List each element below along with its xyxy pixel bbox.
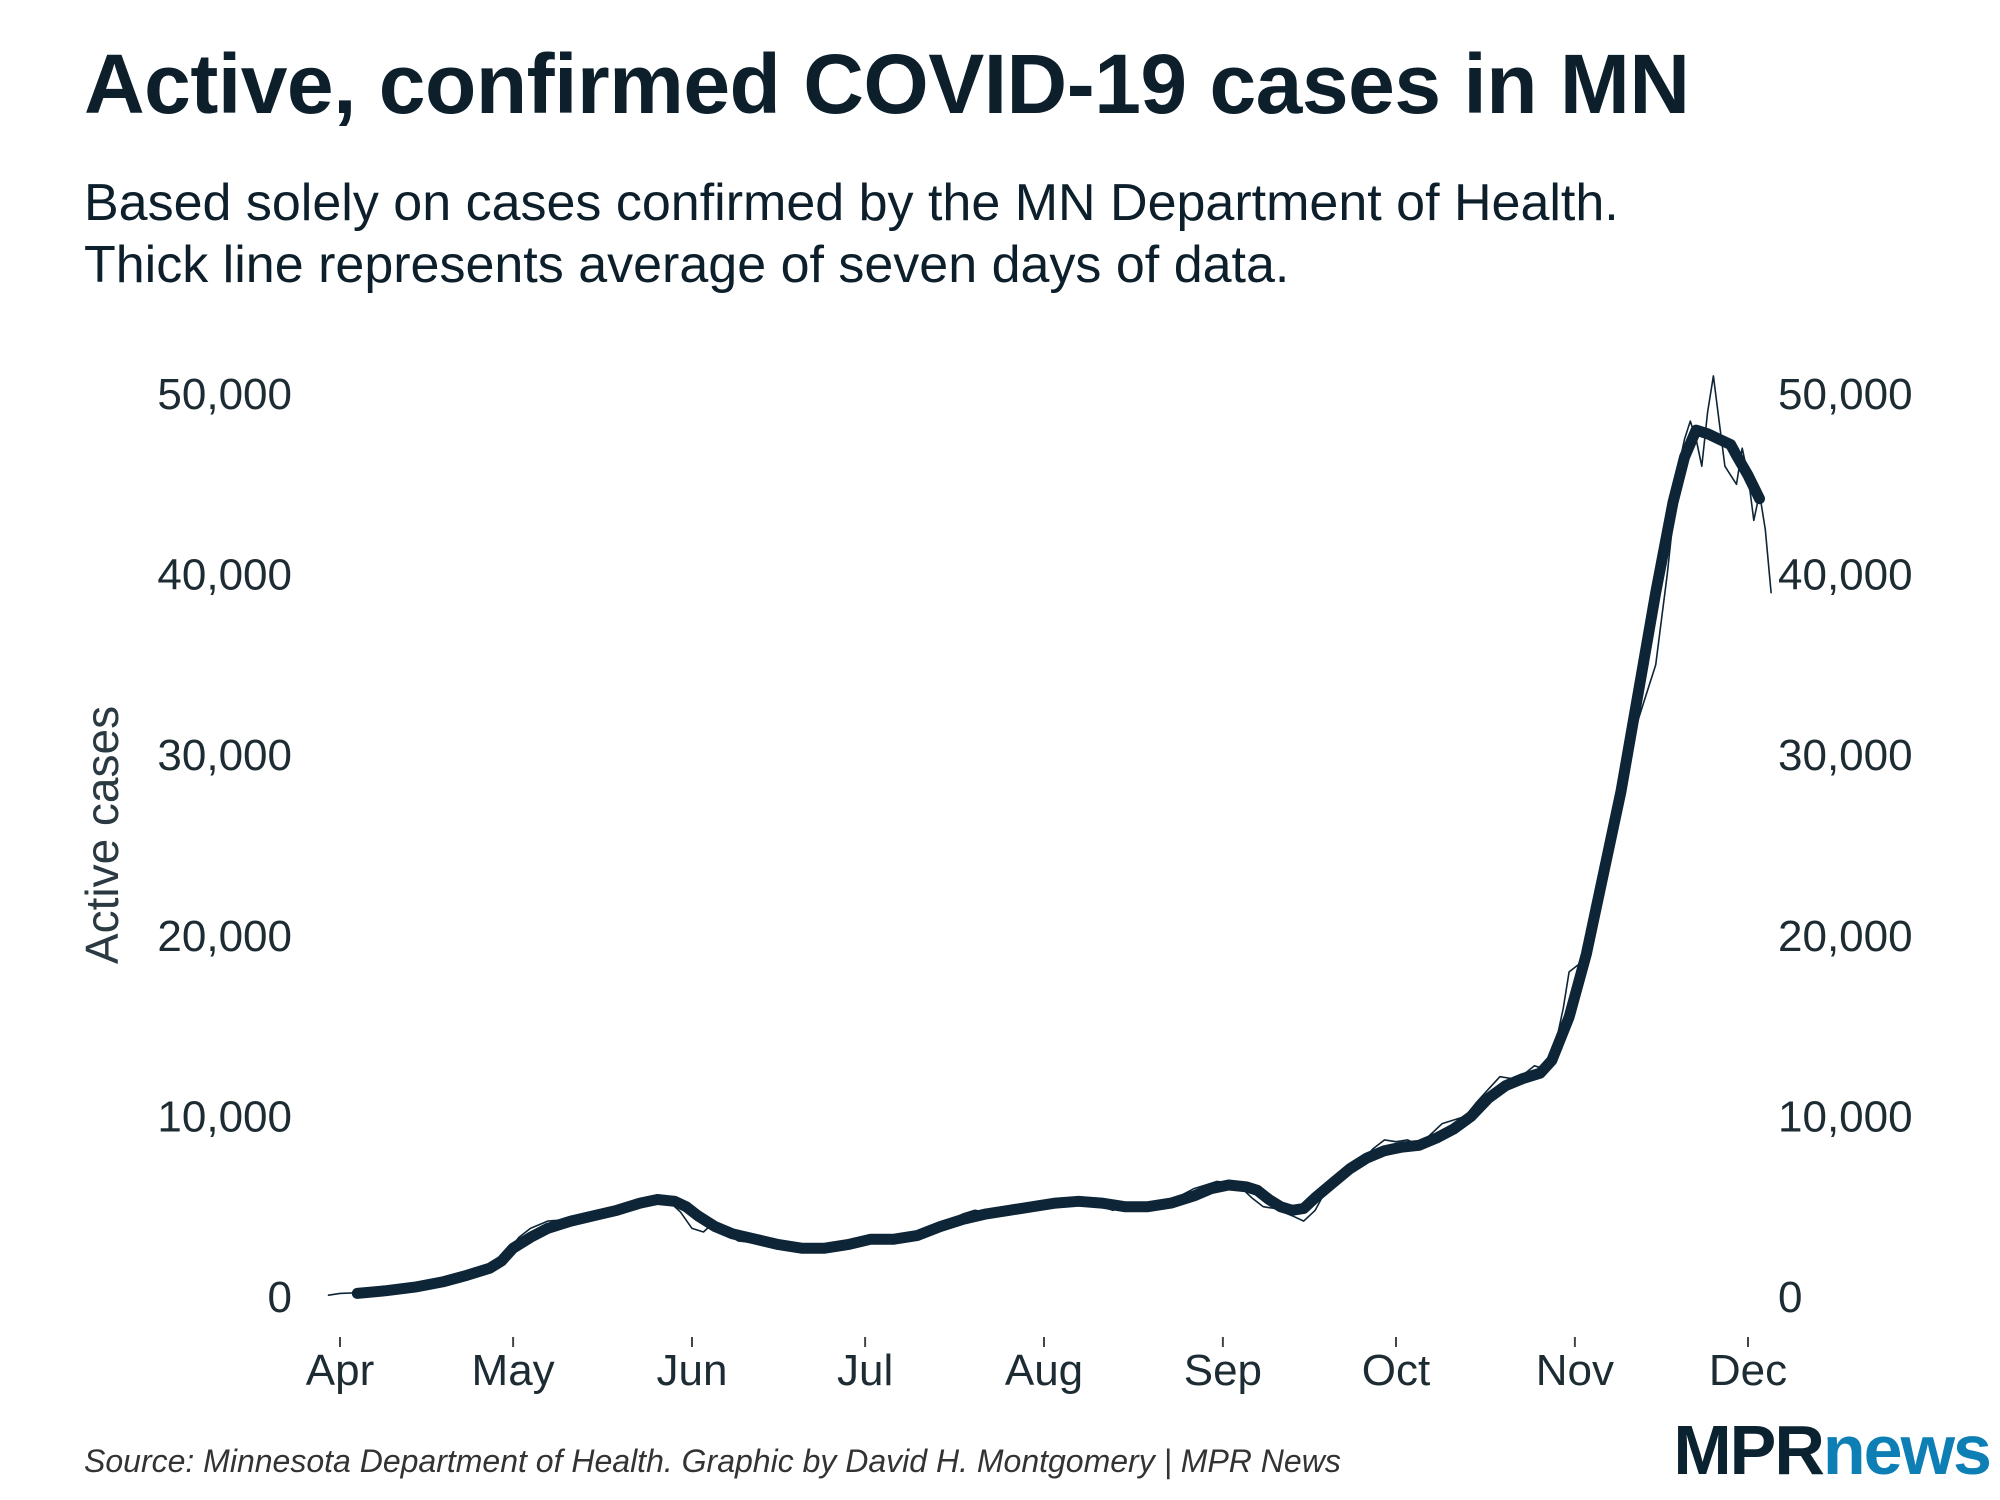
- y-axis-right: 0 10,000 20,000 30,000 40,000 50,000: [1778, 370, 1913, 1322]
- logo-mpr: MPR: [1673, 1411, 1825, 1489]
- y-tick-label-right: 0: [1778, 1273, 1802, 1322]
- x-axis: Apr May Jun Jul Aug Sep Oct Nov Dec: [306, 1337, 1787, 1395]
- y-tick-label-right: 50,000: [1778, 370, 1913, 419]
- x-tick-label: Jul: [837, 1346, 893, 1395]
- y-axis-label: Active cases: [76, 706, 128, 964]
- mpr-news-logo: MPRnews: [1673, 1410, 1992, 1490]
- x-tick-label: Aug: [1005, 1346, 1083, 1395]
- y-tick-label-right: 10,000: [1778, 1092, 1913, 1141]
- y-tick-label-left: 30,000: [157, 731, 292, 780]
- x-tick-label: Oct: [1362, 1346, 1430, 1395]
- series-layer: [327, 375, 1772, 1299]
- y-axis-left: 0 10,000 20,000 30,000 40,000 50,000: [157, 370, 292, 1322]
- chart-subtitle: Based solely on cases confirmed by the M…: [84, 172, 1619, 296]
- y-tick-label-left: 20,000: [157, 912, 292, 961]
- series-line-7-day-average: [351, 424, 1765, 1299]
- subtitle-line-2: Thick line represents average of seven d…: [84, 236, 1290, 294]
- subtitle-line-1: Based solely on cases confirmed by the M…: [84, 174, 1619, 232]
- chart-title: Active, confirmed COVID-19 cases in MN: [84, 37, 1690, 131]
- series-line-daily: [327, 375, 1772, 1296]
- x-tick-label: May: [472, 1346, 555, 1395]
- y-tick-label-left: 10,000: [157, 1092, 292, 1141]
- y-tick-label-left: 50,000: [157, 370, 292, 419]
- x-tick-label: Sep: [1184, 1346, 1262, 1395]
- logo-news: news: [1822, 1411, 1992, 1489]
- y-tick-label-right: 40,000: [1778, 551, 1913, 600]
- y-tick-label-left: 40,000: [157, 551, 292, 600]
- x-tick-label: Jun: [657, 1346, 728, 1395]
- x-tick-label: Apr: [306, 1346, 374, 1395]
- y-tick-label-left: 0: [268, 1273, 292, 1322]
- y-tick-label-right: 30,000: [1778, 731, 1913, 780]
- source-note: Source: Minnesota Department of Health. …: [84, 1443, 1341, 1479]
- y-tick-label-right: 20,000: [1778, 912, 1913, 961]
- x-tick-label: Dec: [1709, 1346, 1787, 1395]
- x-tick-label: Nov: [1536, 1346, 1614, 1395]
